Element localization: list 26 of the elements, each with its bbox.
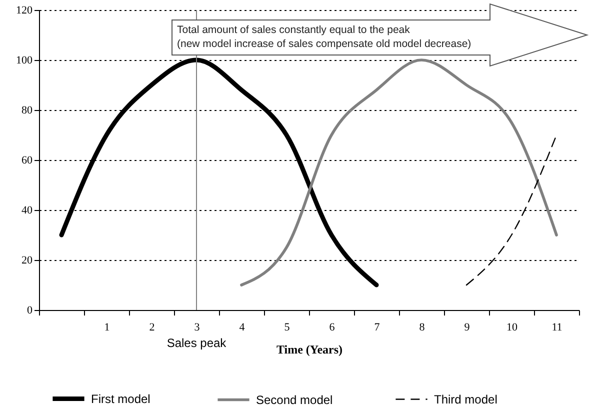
x-tick-label: 5 <box>284 322 290 334</box>
y-tick-label: 0 <box>27 304 33 316</box>
ref-line-label: Sales peak <box>166 336 228 350</box>
x-axis-title: Time (Years) <box>276 342 343 356</box>
annotation: (new model increase of sales compensate old model decrease) <box>177 38 472 50</box>
x-tick-label: 2 <box>149 322 155 334</box>
x-tick-label: 11 <box>552 322 562 334</box>
y-tick-label: 80 <box>22 104 33 116</box>
x-tick-label: 4 <box>239 322 246 334</box>
line-series <box>240 58 558 286</box>
y-tick-label: 120 <box>16 4 33 16</box>
x-tick-label: 1 <box>104 322 110 334</box>
legend-label: First model <box>91 392 150 406</box>
x-tick-label: 7 <box>374 322 380 334</box>
x-tick-label: 3 <box>194 322 200 334</box>
y-tick-label: 100 <box>16 54 33 66</box>
x-tick-label: 6 <box>329 322 336 334</box>
annotation: Total amount of sales constantly equal to the peak <box>177 24 411 36</box>
x-tick-label: 10 <box>506 322 518 334</box>
x-tick-label: 8 <box>419 322 426 334</box>
y-tick-label: 60 <box>22 154 33 166</box>
x-tick-label: 9 <box>464 322 470 334</box>
y-tick-label: 40 <box>22 204 33 216</box>
y-tick-label: 20 <box>22 254 33 266</box>
legend-label: Second model <box>256 392 333 407</box>
legend-label: Third model <box>434 392 498 406</box>
